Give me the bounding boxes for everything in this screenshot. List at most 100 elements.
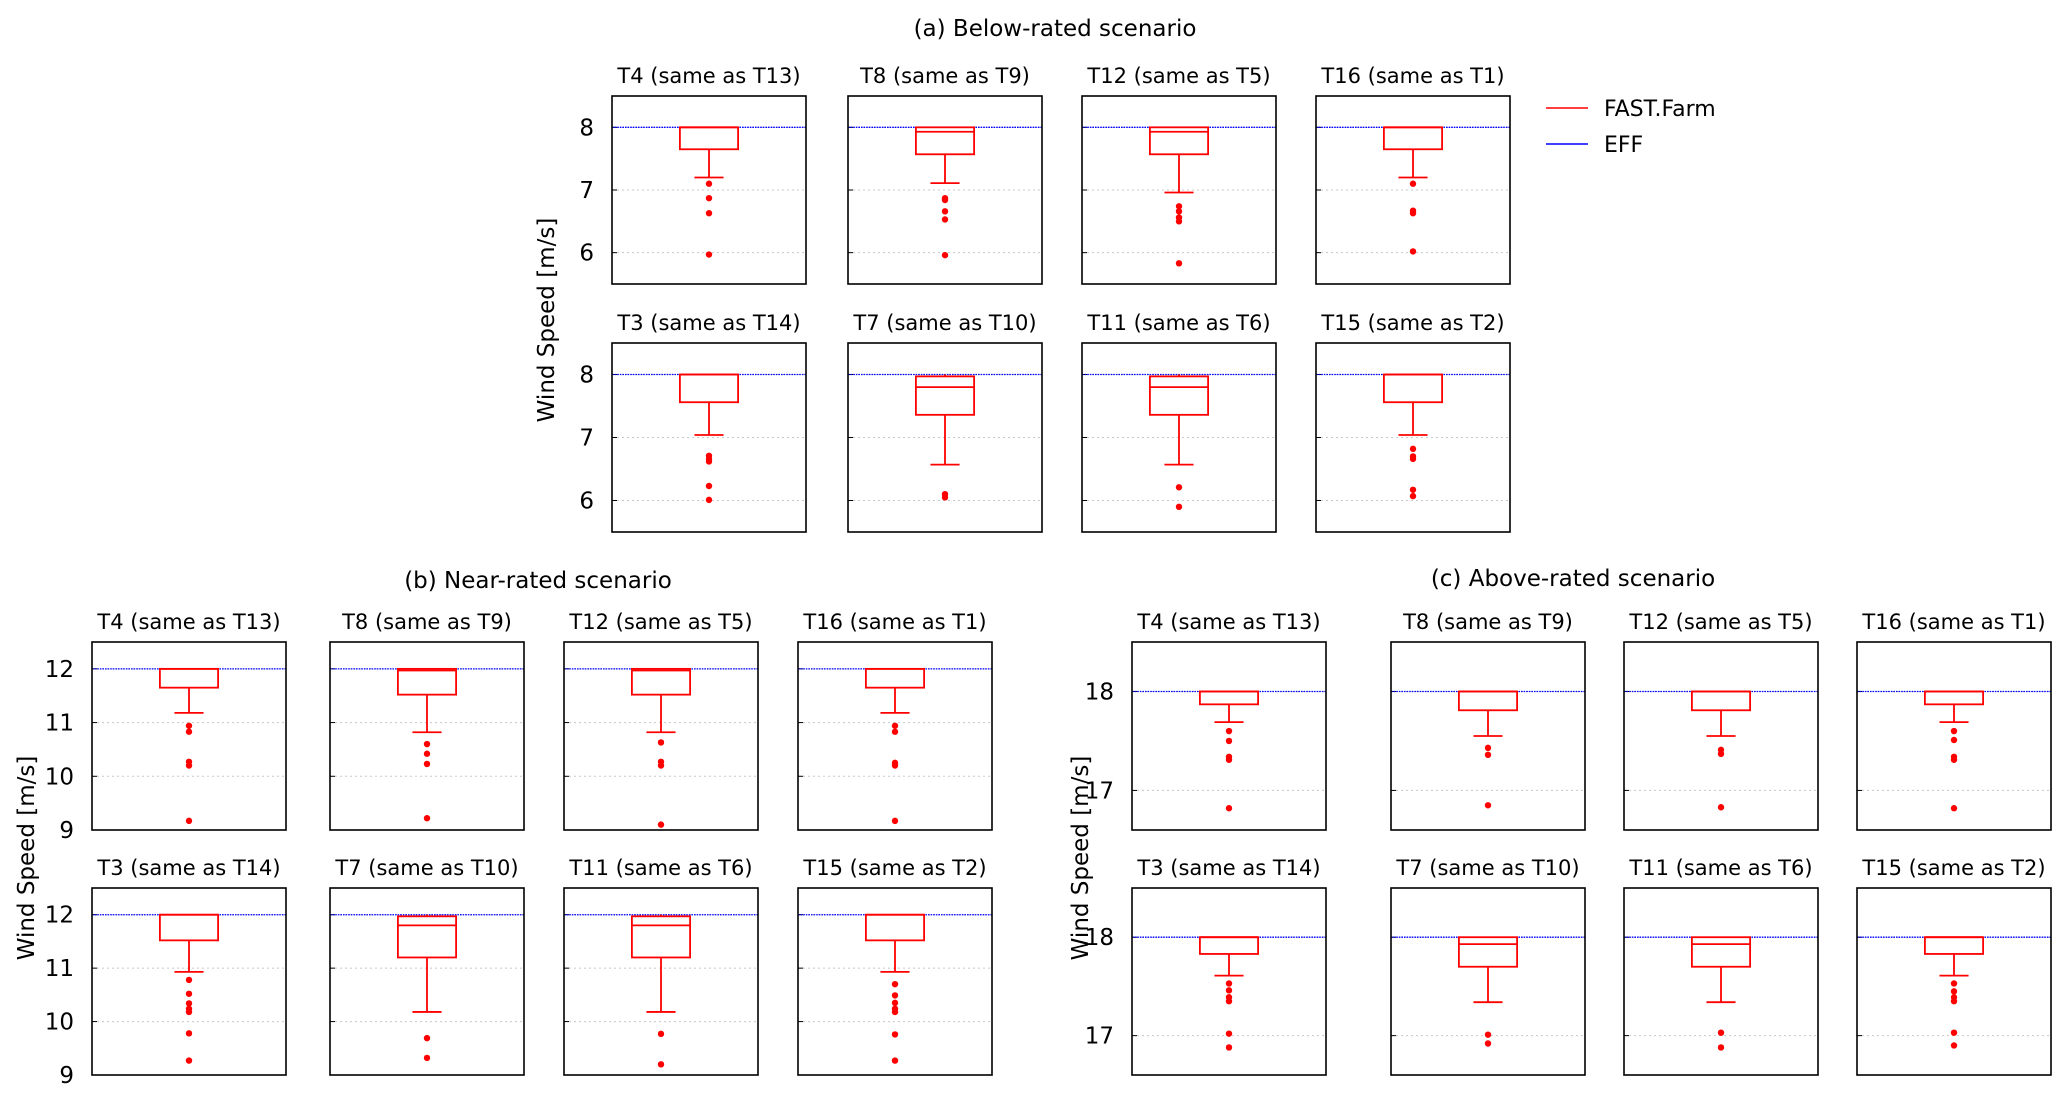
box-iqr bbox=[1383, 373, 1444, 404]
box-iqr bbox=[158, 913, 219, 942]
legend-label-eff: EFF bbox=[1604, 133, 1643, 158]
outlier-point bbox=[185, 1057, 193, 1064]
outlier-point bbox=[891, 722, 899, 729]
panel-title: T8 (same as T9) bbox=[341, 610, 512, 634]
scenario-title: (a) Below-rated scenario bbox=[914, 16, 1197, 42]
subplot-panel: T15 (same as T2) bbox=[1315, 311, 1511, 533]
outlier-point bbox=[941, 216, 949, 223]
panel-frame bbox=[1315, 95, 1511, 285]
subplot-panel: T4 (same as T13) 9 10 11 12 bbox=[45, 610, 287, 844]
panel-title: T8 (same as T9) bbox=[859, 64, 1030, 88]
subplot-panel: T11 (same as T6) bbox=[1623, 856, 1819, 1076]
outlier-point bbox=[1950, 997, 1958, 1005]
scenario-a-group: (a) Below-rated scenario Wind Speed [m/s]… bbox=[534, 16, 1511, 533]
y-tick-label: 9 bbox=[59, 818, 74, 844]
outlier-point bbox=[423, 1034, 431, 1042]
box-iqr bbox=[1149, 126, 1210, 156]
subplot-panel: T16 (same as T1) bbox=[1315, 64, 1511, 285]
panel-title: T8 (same as T9) bbox=[1402, 610, 1573, 634]
outlier-point bbox=[1950, 736, 1958, 744]
y-tick-label: 18 bbox=[1085, 925, 1114, 951]
box-iqr bbox=[915, 126, 976, 156]
legend: FAST.Farm EFF bbox=[1546, 97, 1716, 158]
y-tick-label: 11 bbox=[45, 711, 74, 737]
panel-title: T12 (same as T5) bbox=[1086, 64, 1270, 88]
outlier-point bbox=[1409, 209, 1417, 217]
outlier-point bbox=[1484, 751, 1492, 758]
outlier-point bbox=[891, 999, 899, 1007]
scenario-title: (b) Near-rated scenario bbox=[404, 568, 672, 594]
outlier-point bbox=[1175, 503, 1183, 510]
panel-frame bbox=[91, 641, 287, 831]
subplot-panel: T3 (same as T14) 17 18 bbox=[1085, 856, 1327, 1076]
outlier-point bbox=[657, 821, 665, 828]
outlier-point bbox=[1484, 744, 1492, 752]
subplot-panel: T11 (same as T6) bbox=[1081, 311, 1277, 533]
outlier-point bbox=[423, 1054, 431, 1062]
outlier-point bbox=[1225, 1030, 1233, 1037]
subplot-panel: T8 (same as T9) bbox=[847, 64, 1043, 285]
panel-title: T16 (same as T1) bbox=[802, 610, 986, 634]
panel-frame bbox=[563, 887, 759, 1076]
panel-title: T3 (same as T14) bbox=[96, 856, 280, 880]
outlier-point bbox=[1225, 980, 1233, 987]
subplot-panel: T8 (same as T9) bbox=[329, 610, 525, 831]
outlier-point bbox=[1175, 484, 1183, 491]
box-iqr bbox=[915, 375, 976, 416]
panel-title: T11 (same as T6) bbox=[568, 856, 752, 880]
outlier-point bbox=[941, 208, 949, 215]
box-iqr bbox=[679, 126, 740, 151]
panel-title: T16 (same as T1) bbox=[1320, 64, 1504, 88]
outlier-point bbox=[1950, 988, 1958, 995]
outlier-point bbox=[705, 251, 713, 258]
panel-title: T15 (same as T2) bbox=[802, 856, 986, 880]
outlier-point bbox=[423, 740, 431, 748]
outlier-point bbox=[891, 1008, 899, 1016]
panel-title: T7 (same as T10) bbox=[852, 311, 1036, 335]
y-axis-label: Wind Speed [m/s] bbox=[1068, 756, 1094, 961]
panel-frame bbox=[611, 95, 807, 285]
outlier-point bbox=[185, 976, 193, 984]
box-iqr bbox=[1458, 690, 1519, 712]
panel-title: T15 (same as T2) bbox=[1861, 856, 2045, 880]
y-tick-label: 12 bbox=[45, 903, 74, 929]
y-tick-label: 6 bbox=[579, 241, 594, 267]
outlier-point bbox=[1409, 492, 1417, 500]
panel-frame bbox=[611, 342, 807, 533]
outlier-point bbox=[891, 992, 899, 999]
panel-frame bbox=[563, 641, 759, 831]
outlier-point bbox=[185, 817, 193, 825]
outlier-point bbox=[891, 762, 899, 769]
outlier-point bbox=[1175, 208, 1183, 215]
outlier-point bbox=[1484, 802, 1492, 809]
legend-label-fastfarm: FAST.Farm bbox=[1604, 97, 1716, 122]
scenario-title: (c) Above-rated scenario bbox=[1431, 566, 1715, 592]
outlier-point bbox=[1409, 248, 1417, 255]
outlier-point bbox=[941, 196, 949, 204]
outlier-point bbox=[1409, 486, 1417, 493]
outlier-point bbox=[705, 482, 713, 490]
panel-frame bbox=[1623, 641, 1819, 831]
y-axis-label: Wind Speed [m/s] bbox=[14, 756, 40, 961]
outlier-point bbox=[1409, 445, 1417, 453]
panel-frame bbox=[1623, 887, 1819, 1076]
box-iqr bbox=[865, 913, 926, 942]
panel-title: T4 (same as T13) bbox=[1136, 610, 1320, 634]
panel-frame bbox=[329, 641, 525, 831]
outlier-point bbox=[891, 980, 899, 988]
outlier-point bbox=[1717, 750, 1725, 758]
subplot-panel: T11 (same as T6) bbox=[563, 856, 759, 1076]
outlier-point bbox=[185, 1008, 193, 1016]
box-iqr bbox=[1383, 126, 1444, 151]
outlier-point bbox=[1409, 455, 1417, 463]
outlier-point bbox=[891, 728, 899, 735]
subplot-panel: T3 (same as T14) 6 7 8 bbox=[579, 311, 807, 533]
panel-frame bbox=[797, 887, 993, 1076]
box-iqr bbox=[1458, 936, 1519, 968]
subplot-panel: T16 (same as T1) bbox=[1856, 610, 2052, 831]
subplot-panel: T4 (same as T13) 6 7 8 bbox=[579, 64, 807, 285]
outlier-point bbox=[1950, 980, 1958, 987]
panel-frame bbox=[1390, 641, 1586, 831]
scenario-c-group: (c) Above-rated scenario Wind Speed [m/s]… bbox=[1068, 566, 2052, 1076]
